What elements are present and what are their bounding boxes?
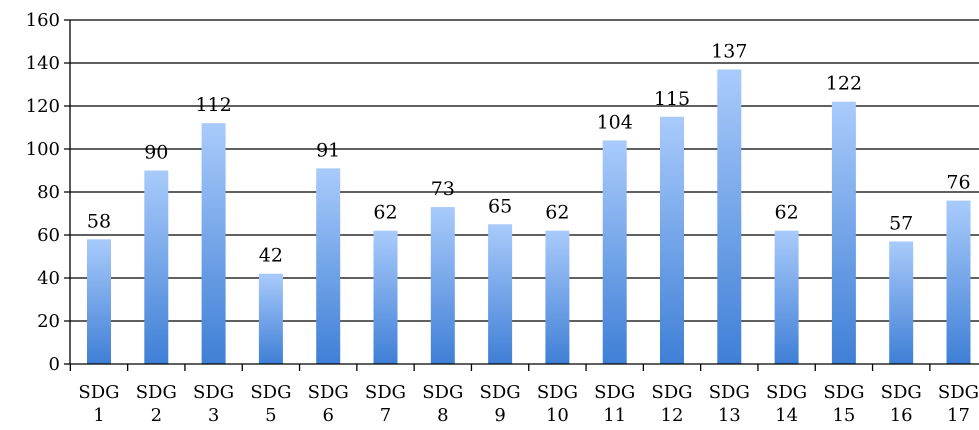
data-labels: 58 90 112 42 91 62 73 65 62 104 115 137 62 122 57 76 bbox=[87, 40, 971, 266]
bar-SDG-11 bbox=[602, 140, 627, 364]
x-tick-label: SDG 16 bbox=[881, 382, 922, 426]
data-label: 57 bbox=[889, 212, 913, 234]
x-tick-label: SDG 12 bbox=[651, 382, 692, 426]
data-label: 90 bbox=[144, 142, 168, 164]
y-tick-label: 80 bbox=[37, 182, 60, 203]
y-tick-label: 100 bbox=[26, 139, 60, 160]
bar-SDG-15 bbox=[831, 101, 856, 364]
y-tick-label: 160 bbox=[26, 10, 60, 31]
axes bbox=[69, 20, 979, 365]
data-label: 91 bbox=[316, 139, 340, 161]
x-tick-label: SDG 11 bbox=[594, 382, 635, 426]
data-label: 62 bbox=[545, 202, 569, 224]
data-label: 73 bbox=[431, 178, 455, 200]
data-label: 62 bbox=[775, 202, 799, 224]
x-tick-label: SDG 13 bbox=[709, 382, 750, 426]
y-tick-label: 20 bbox=[37, 311, 60, 332]
data-label: 112 bbox=[195, 94, 231, 116]
data-label: 122 bbox=[826, 73, 862, 95]
y-axis-ticks: 0 20 40 60 80 100 120 140 160 bbox=[26, 10, 70, 375]
data-label: 58 bbox=[87, 210, 111, 232]
y-tick-label: 0 bbox=[49, 354, 60, 375]
bar-SDG-10 bbox=[545, 230, 570, 364]
data-label: 62 bbox=[373, 202, 397, 224]
x-tick-label: SDG 8 bbox=[422, 382, 463, 426]
bar-SDG-7 bbox=[373, 230, 398, 364]
x-tick-label: SDG 14 bbox=[766, 382, 807, 426]
data-label: 104 bbox=[597, 111, 633, 133]
y-tick-label: 40 bbox=[37, 268, 60, 289]
bar-SDG-3 bbox=[201, 123, 226, 364]
bar-SDG-1 bbox=[87, 239, 111, 364]
x-axis-ticks: SDG 1 SDG 2 SDG 3 SDG 5 SDG 6 SDG 7 SDG 8 SDG 9 SDG 10 SDG… bbox=[69, 364, 979, 426]
data-label: 42 bbox=[259, 245, 283, 267]
x-tick-label: SDG 15 bbox=[823, 382, 864, 426]
data-label: 115 bbox=[654, 88, 690, 110]
bar-SDG-5 bbox=[258, 273, 283, 364]
x-tick-label: SDG 6 bbox=[308, 382, 349, 426]
x-tick-label: SDG 1 bbox=[78, 382, 119, 426]
x-tick-label: SDG 5 bbox=[250, 382, 291, 426]
bar-SDG-16 bbox=[889, 241, 914, 364]
bar-SDG-2 bbox=[144, 170, 169, 364]
bar-SDG-8 bbox=[430, 207, 455, 364]
x-tick-label: SDG 7 bbox=[365, 382, 406, 426]
data-label: 65 bbox=[488, 195, 512, 217]
bar-SDG-17 bbox=[946, 200, 971, 364]
x-tick-label: SDG 9 bbox=[480, 382, 521, 426]
bar-SDG-9 bbox=[488, 224, 513, 364]
data-label: 137 bbox=[711, 40, 747, 62]
bar-SDG-14 bbox=[774, 230, 799, 364]
x-tick-label: SDG 3 bbox=[193, 382, 234, 426]
bar-SDG-13 bbox=[717, 69, 742, 364]
x-tick-label: SDG 10 bbox=[537, 382, 578, 426]
y-tick-label: 60 bbox=[37, 225, 60, 246]
y-tick-label: 140 bbox=[26, 53, 60, 74]
bars bbox=[87, 69, 971, 364]
data-label: 76 bbox=[946, 172, 970, 194]
bar-SDG-6 bbox=[316, 168, 341, 364]
x-tick-label: SDG 2 bbox=[136, 382, 177, 426]
x-tick-label: SDG 17 bbox=[938, 382, 979, 426]
y-tick-label: 120 bbox=[26, 96, 60, 117]
bar-SDG-12 bbox=[660, 116, 684, 364]
